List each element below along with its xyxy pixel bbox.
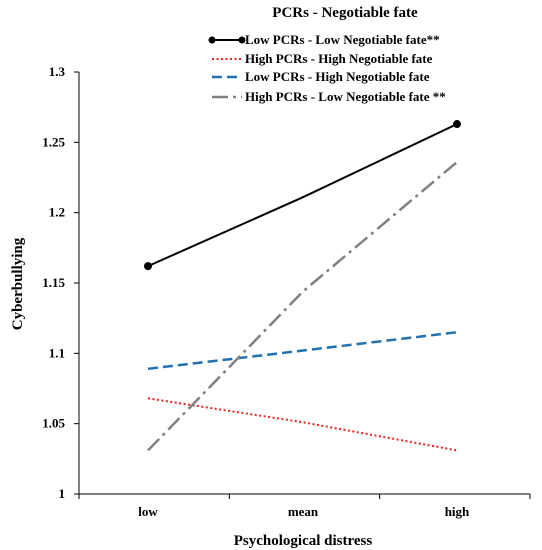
- x-axis-label: Psychological distress: [234, 533, 373, 549]
- legend-label-2: High PCRs - High Negotiable fate: [245, 51, 433, 66]
- x-tick-label: low: [138, 504, 158, 519]
- series-lines: [144, 120, 461, 452]
- y-axis-label: Cyberbullying: [10, 237, 26, 330]
- y-tick-label: 1: [59, 486, 66, 501]
- y-tick-label: 1.05: [42, 416, 65, 431]
- legend: Low PCRs - Low Negotiable fate** High PCR…: [208, 32, 446, 104]
- y-tick-label: 1.2: [49, 205, 65, 220]
- y-tick-label: 1.1: [49, 345, 65, 360]
- chart-title: PCRs - Negotiable fate: [272, 5, 418, 21]
- legend-marker: [208, 36, 216, 44]
- y-tick-label: 1.3: [49, 64, 66, 79]
- series-line-1: [147, 123, 458, 268]
- series-line-3: [147, 330, 458, 371]
- y-ticks: 1 1.05 1.1 1.15 1.2 1.25 1.3: [42, 64, 79, 501]
- y-tick-label: 1.15: [42, 275, 65, 290]
- y-tick-label: 1.25: [42, 134, 65, 149]
- legend-label-1: Low PCRs - Low Negotiable fate**: [245, 32, 440, 47]
- series-line-4: [147, 161, 458, 452]
- legend-marker: [238, 36, 246, 44]
- x-ticks: low mean high: [78, 494, 531, 519]
- series-1-point: [453, 120, 461, 129]
- x-tick-label: high: [445, 504, 470, 519]
- series-line-2: [147, 397, 458, 452]
- series-1-point: [144, 262, 152, 271]
- x-tick-label: mean: [288, 504, 319, 519]
- axes: [78, 72, 530, 495]
- legend-label-3: Low PCRs - High Negotiable fate: [245, 69, 430, 84]
- legend-label-4: High PCRs - Low Negotiable fate **: [245, 89, 446, 104]
